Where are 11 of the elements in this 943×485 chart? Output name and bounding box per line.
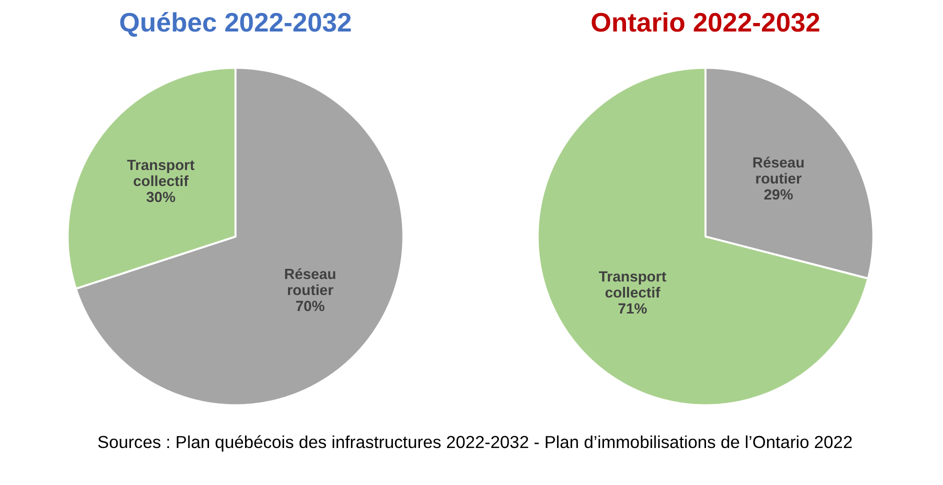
chart-title: Québec 2022-2032 [119, 8, 352, 38]
chart-title: Ontario 2022-2032 [590, 8, 820, 38]
data-label: 70% [296, 299, 325, 316]
slice-label: Réseau routier [284, 267, 336, 300]
source-note: Sources : Plan québécois des infrastructures 2022-2032 - Plan d’immobilisations de l’Ontario 2022 [97, 431, 853, 454]
data-label: 29% [764, 188, 794, 204]
slice-label: Transport collectif [598, 269, 666, 302]
slice-label: Réseau routier [752, 156, 805, 188]
data-label: 30% [146, 190, 176, 206]
slice-label: Transport collectif [127, 158, 195, 190]
data-label: 71% [618, 301, 648, 318]
